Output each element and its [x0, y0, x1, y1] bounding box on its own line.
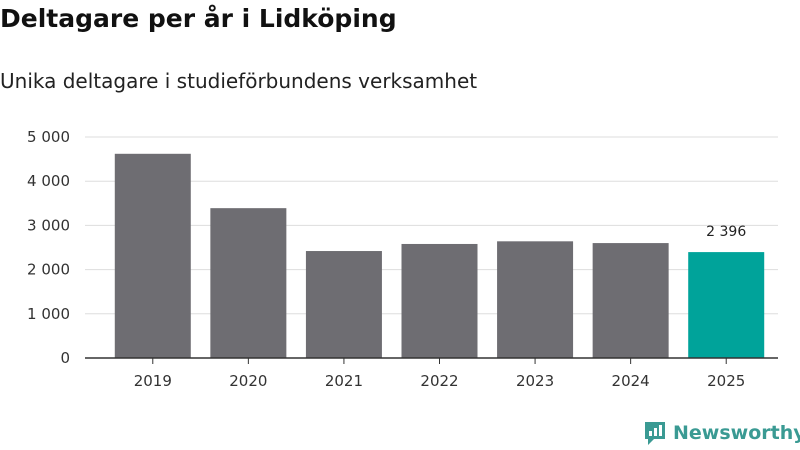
bar-2024 [592, 243, 669, 358]
y-tick-label: 2 000 [27, 261, 70, 279]
chart-title: Deltagare per år i Lidköping [0, 4, 397, 33]
bar-2023 [497, 241, 574, 358]
x-tick-label: 2021 [325, 372, 363, 390]
x-tick-label: 2024 [612, 372, 650, 390]
x-tick-label: 2020 [229, 372, 267, 390]
bar-2022 [401, 243, 478, 358]
x-tick-label: 2023 [516, 372, 554, 390]
chart-subtitle: Unika deltagare i studieförbundens verks… [0, 69, 478, 93]
x-tick-label: 2025 [707, 372, 745, 390]
x-tick-label: 2019 [134, 372, 172, 390]
y-tick-label: 3 000 [27, 216, 70, 234]
bar-2025 [688, 252, 765, 358]
y-tick-label: 4 000 [27, 172, 70, 190]
bar-2020 [210, 208, 287, 358]
brand-name: Newsworthy [673, 422, 800, 444]
y-tick-label: 1 000 [27, 305, 70, 323]
y-tick-label: 0 [60, 349, 70, 367]
brand-logo: Newsworthy [643, 420, 800, 446]
newsworthy-logo-icon [645, 422, 665, 445]
bar-2019 [114, 153, 191, 358]
x-tick-label: 2022 [420, 372, 458, 390]
y-tick-label: 5 000 [27, 128, 70, 146]
data-label: 2 396 [706, 224, 746, 240]
bar-2021 [305, 251, 382, 358]
